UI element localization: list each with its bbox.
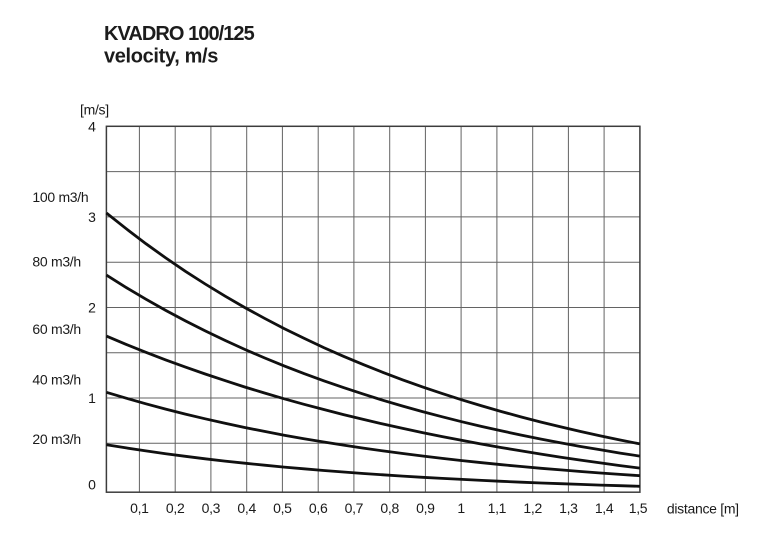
svg-text:0: 0 bbox=[88, 476, 96, 492]
svg-text:1: 1 bbox=[88, 390, 96, 406]
svg-text:1,4: 1,4 bbox=[595, 500, 614, 516]
svg-text:0,3: 0,3 bbox=[202, 500, 221, 516]
svg-text:100 m3/h: 100 m3/h bbox=[32, 189, 88, 205]
svg-text:1,2: 1,2 bbox=[523, 500, 542, 516]
svg-text:0,1: 0,1 bbox=[130, 500, 149, 516]
svg-text:distance [m]: distance [m] bbox=[667, 501, 739, 517]
svg-text:40 m3/h: 40 m3/h bbox=[32, 372, 81, 388]
svg-text:KVADRO 100/125: KVADRO 100/125 bbox=[104, 23, 255, 45]
svg-text:60 m3/h: 60 m3/h bbox=[32, 321, 81, 337]
svg-text:80 m3/h: 80 m3/h bbox=[32, 254, 81, 270]
svg-text:0,5: 0,5 bbox=[273, 500, 292, 516]
svg-text:3: 3 bbox=[88, 209, 96, 225]
svg-text:1,1: 1,1 bbox=[488, 500, 507, 516]
svg-text:1: 1 bbox=[457, 500, 465, 516]
svg-text:4: 4 bbox=[88, 118, 96, 134]
svg-text:0,2: 0,2 bbox=[166, 500, 185, 516]
svg-text:0,9: 0,9 bbox=[416, 500, 435, 516]
svg-text:0,8: 0,8 bbox=[380, 500, 399, 516]
svg-text:0,7: 0,7 bbox=[345, 500, 364, 516]
svg-text:1,3: 1,3 bbox=[559, 500, 578, 516]
svg-text:20 m3/h: 20 m3/h bbox=[32, 431, 81, 447]
svg-text:2: 2 bbox=[88, 300, 96, 316]
svg-text:[m/s]: [m/s] bbox=[80, 102, 109, 118]
svg-text:1,5: 1,5 bbox=[629, 500, 648, 516]
svg-text:0,4: 0,4 bbox=[237, 500, 256, 516]
svg-text:velocity, m/s: velocity, m/s bbox=[104, 46, 218, 68]
svg-text:0,6: 0,6 bbox=[309, 500, 328, 516]
